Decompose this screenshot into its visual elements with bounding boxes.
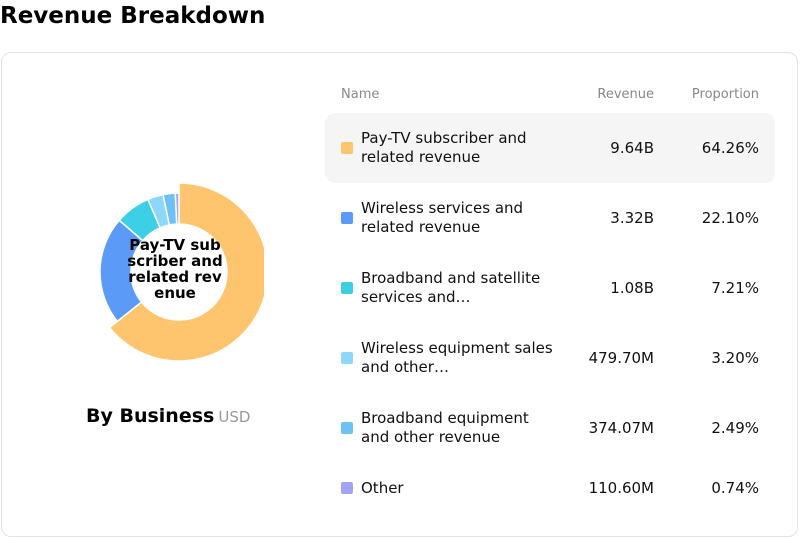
table-row[interactable]: Wireless equipment sales and other… 479.… xyxy=(325,323,775,393)
legend-swatch xyxy=(341,142,353,154)
row-proportion: 3.20% xyxy=(711,349,759,367)
row-name: Wireless equipment sales and other… xyxy=(361,339,553,376)
row-revenue: 3.32B xyxy=(610,209,654,227)
legend-swatch xyxy=(341,422,353,434)
column-header-name[interactable]: Name xyxy=(341,87,380,102)
row-name: Wireless services and related revenue xyxy=(361,199,524,236)
panel-title: By Business xyxy=(86,405,215,427)
row-name: Other xyxy=(361,478,404,497)
row-name: Pay-TV subscriber and related revenue xyxy=(361,129,527,166)
donut-slice[interactable] xyxy=(108,183,264,361)
row-revenue: 479.70M xyxy=(588,349,654,367)
page-title: Revenue Breakdown xyxy=(0,3,266,29)
donut-svg xyxy=(99,183,264,361)
legend-swatch xyxy=(341,352,353,364)
row-name: Broadband equipment and other revenue xyxy=(361,409,529,446)
legend-swatch xyxy=(341,212,353,224)
table-row[interactable]: Other 110.60M 0.74% xyxy=(325,453,775,523)
column-header-revenue[interactable]: Revenue xyxy=(597,87,654,102)
table-row[interactable]: Broadband equipment and other revenue 37… xyxy=(325,393,775,463)
column-header-proportion[interactable]: Proportion xyxy=(691,87,759,102)
panel-label: By Business USD xyxy=(86,405,250,427)
row-proportion: 22.10% xyxy=(701,209,759,227)
donut-center-label: Pay-TV subscriber and related revenue xyxy=(127,237,223,302)
row-proportion: 0.74% xyxy=(711,479,759,497)
row-name: Broadband and satellite services and… xyxy=(361,269,541,306)
row-proportion: 64.26% xyxy=(701,139,759,157)
table-row[interactable]: Wireless services and related revenue 3.… xyxy=(325,183,775,253)
row-proportion: 7.21% xyxy=(711,279,759,297)
currency-unit: USD xyxy=(218,408,251,426)
row-revenue: 110.60M xyxy=(588,479,654,497)
table-row[interactable]: Broadband and satellite services and… 1.… xyxy=(325,253,775,323)
row-revenue: 1.08B xyxy=(610,279,654,297)
row-revenue: 374.07M xyxy=(588,419,654,437)
legend-swatch xyxy=(341,482,353,494)
donut-slice[interactable] xyxy=(174,192,180,225)
row-proportion: 2.49% xyxy=(711,419,759,437)
legend-swatch xyxy=(341,282,353,294)
row-revenue: 9.64B xyxy=(610,139,654,157)
table-row[interactable]: Pay-TV subscriber and related revenue 9.… xyxy=(325,113,775,183)
donut-chart xyxy=(94,183,264,361)
